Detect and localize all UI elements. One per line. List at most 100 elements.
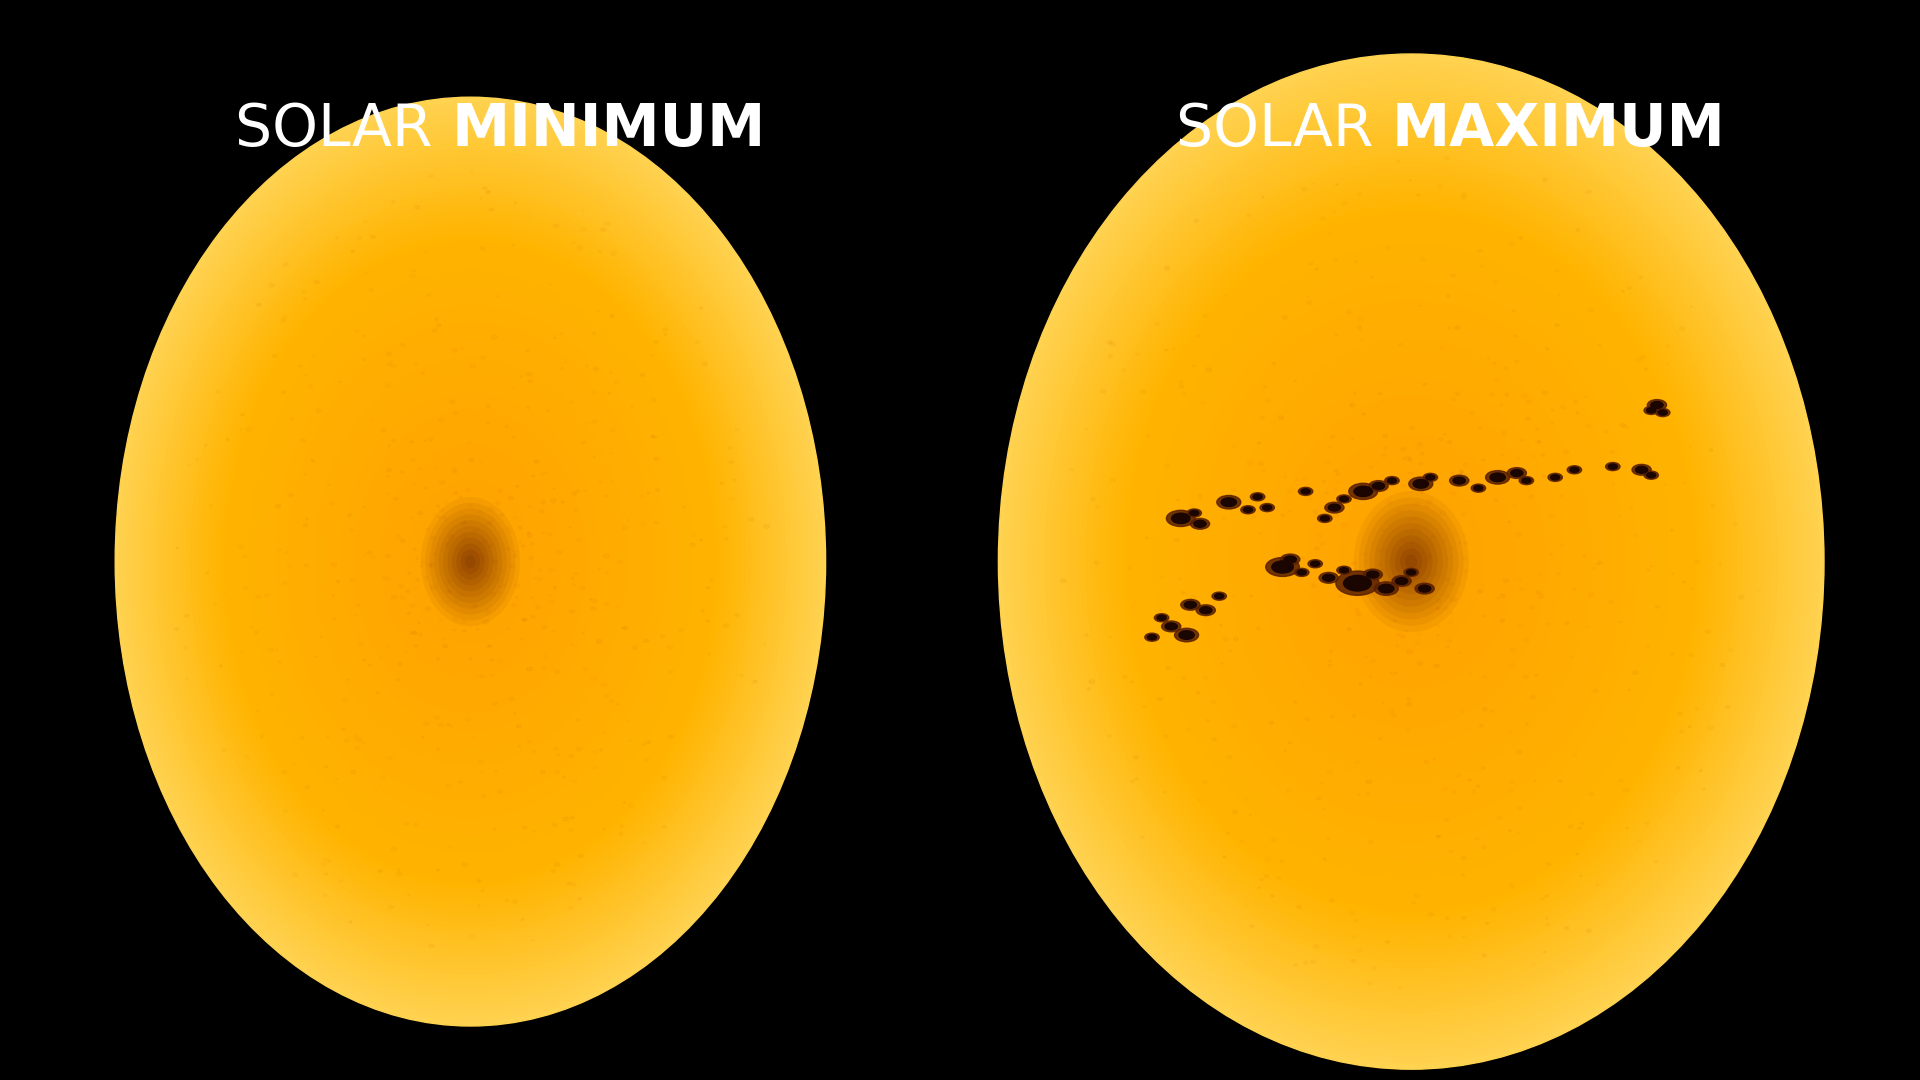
Ellipse shape xyxy=(1185,602,1196,608)
Ellipse shape xyxy=(397,662,401,665)
Ellipse shape xyxy=(1384,476,1400,485)
Ellipse shape xyxy=(1087,162,1736,961)
Ellipse shape xyxy=(422,737,424,738)
Ellipse shape xyxy=(175,627,179,631)
Ellipse shape xyxy=(540,510,543,513)
Ellipse shape xyxy=(699,307,703,309)
Ellipse shape xyxy=(513,554,516,557)
Ellipse shape xyxy=(1298,487,1313,496)
Ellipse shape xyxy=(578,897,582,900)
Ellipse shape xyxy=(457,544,484,579)
Ellipse shape xyxy=(1384,570,1386,571)
Ellipse shape xyxy=(150,144,791,980)
Ellipse shape xyxy=(1165,267,1169,270)
Ellipse shape xyxy=(1582,554,1586,556)
Ellipse shape xyxy=(205,572,209,573)
Ellipse shape xyxy=(1344,480,1478,644)
Ellipse shape xyxy=(1173,270,1649,853)
Ellipse shape xyxy=(426,503,515,620)
Ellipse shape xyxy=(1348,483,1377,499)
Ellipse shape xyxy=(275,307,666,818)
Ellipse shape xyxy=(319,364,622,759)
Ellipse shape xyxy=(1336,495,1352,503)
Ellipse shape xyxy=(336,825,340,828)
Ellipse shape xyxy=(516,725,520,728)
Ellipse shape xyxy=(1190,511,1198,515)
Ellipse shape xyxy=(701,539,703,541)
Ellipse shape xyxy=(1221,327,1601,796)
Text: MINIMUM: MINIMUM xyxy=(451,102,766,158)
Ellipse shape xyxy=(342,728,346,730)
Ellipse shape xyxy=(532,475,536,477)
Ellipse shape xyxy=(1319,447,1503,676)
Ellipse shape xyxy=(516,486,518,487)
Ellipse shape xyxy=(1386,530,1436,593)
Ellipse shape xyxy=(1548,473,1563,482)
Ellipse shape xyxy=(1200,301,1622,822)
Ellipse shape xyxy=(472,563,476,565)
Ellipse shape xyxy=(1534,674,1538,676)
Text: SOLAR: SOLAR xyxy=(234,102,451,158)
Ellipse shape xyxy=(1250,595,1254,597)
Ellipse shape xyxy=(1311,584,1315,588)
Ellipse shape xyxy=(119,103,822,1021)
Ellipse shape xyxy=(503,584,505,586)
Ellipse shape xyxy=(1379,738,1382,740)
Ellipse shape xyxy=(419,622,420,624)
Ellipse shape xyxy=(403,474,538,649)
Ellipse shape xyxy=(1206,368,1212,372)
Ellipse shape xyxy=(1394,672,1398,674)
Ellipse shape xyxy=(1526,417,1530,420)
Ellipse shape xyxy=(459,496,463,498)
Ellipse shape xyxy=(1659,410,1667,415)
Ellipse shape xyxy=(407,612,411,615)
Ellipse shape xyxy=(213,225,728,899)
Ellipse shape xyxy=(1350,486,1473,637)
Ellipse shape xyxy=(518,745,520,747)
Ellipse shape xyxy=(1023,85,1799,1038)
Ellipse shape xyxy=(1271,895,1275,897)
Ellipse shape xyxy=(1225,333,1597,791)
Ellipse shape xyxy=(159,156,781,968)
Ellipse shape xyxy=(1340,497,1348,501)
Ellipse shape xyxy=(1133,219,1690,904)
Ellipse shape xyxy=(1165,510,1194,526)
Ellipse shape xyxy=(1628,689,1630,691)
Ellipse shape xyxy=(1390,673,1392,674)
Ellipse shape xyxy=(363,659,365,661)
Ellipse shape xyxy=(1240,352,1582,771)
Ellipse shape xyxy=(444,645,447,648)
Ellipse shape xyxy=(1350,403,1356,407)
Ellipse shape xyxy=(1419,585,1430,592)
Ellipse shape xyxy=(1288,409,1536,714)
Ellipse shape xyxy=(511,565,515,568)
Ellipse shape xyxy=(234,254,707,869)
Ellipse shape xyxy=(284,318,657,806)
Ellipse shape xyxy=(1233,810,1238,814)
Ellipse shape xyxy=(1409,562,1413,563)
Ellipse shape xyxy=(486,191,490,193)
Ellipse shape xyxy=(315,359,626,765)
Ellipse shape xyxy=(1542,475,1546,477)
Ellipse shape xyxy=(1050,118,1772,1005)
Ellipse shape xyxy=(1060,579,1066,582)
Ellipse shape xyxy=(1240,505,1256,514)
Ellipse shape xyxy=(1352,562,1357,565)
Ellipse shape xyxy=(1192,365,1194,367)
Ellipse shape xyxy=(1331,899,1334,902)
Ellipse shape xyxy=(1436,599,1442,603)
Ellipse shape xyxy=(142,132,799,991)
Ellipse shape xyxy=(1459,471,1463,473)
Ellipse shape xyxy=(597,639,603,643)
Ellipse shape xyxy=(1244,508,1252,512)
Ellipse shape xyxy=(372,434,568,689)
Ellipse shape xyxy=(561,501,564,503)
Ellipse shape xyxy=(476,880,480,882)
Ellipse shape xyxy=(1471,484,1486,492)
Ellipse shape xyxy=(1523,478,1530,483)
Ellipse shape xyxy=(1336,571,1379,595)
Ellipse shape xyxy=(200,207,741,916)
Ellipse shape xyxy=(520,919,524,920)
Ellipse shape xyxy=(1407,570,1415,575)
Ellipse shape xyxy=(591,333,595,335)
